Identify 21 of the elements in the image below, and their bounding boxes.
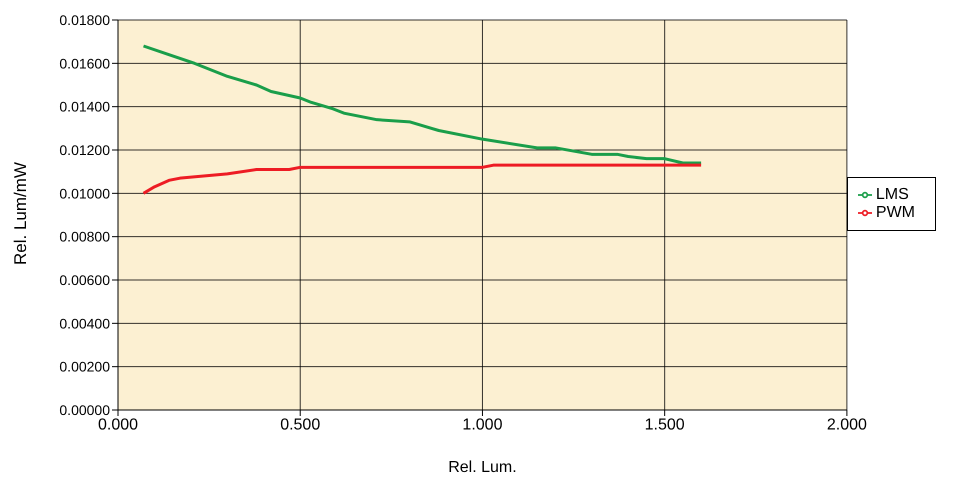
y-tick-label: 0.00200 bbox=[59, 358, 110, 375]
legend-label: LMS bbox=[876, 186, 909, 203]
y-tick-label: 0.01800 bbox=[59, 12, 110, 28]
y-tick-label: 0.00000 bbox=[59, 402, 110, 418]
y-tick-label: 0.00800 bbox=[59, 228, 110, 245]
y-tick-label: 0.01000 bbox=[59, 185, 110, 202]
y-tick-label: 0.01200 bbox=[59, 142, 110, 158]
x-tick-label: 1.000 bbox=[462, 416, 503, 434]
y-tick-label: 0.01600 bbox=[59, 55, 110, 72]
x-tick-label: 1.500 bbox=[644, 416, 685, 434]
x-tick-label: 2.000 bbox=[826, 416, 868, 434]
line-series bbox=[142, 164, 703, 195]
y-tick-label: 0.00600 bbox=[59, 272, 110, 288]
x-axis-title: Rel. Lum. bbox=[448, 459, 517, 476]
y-axis-title: Rel. Lum/mW bbox=[11, 162, 30, 265]
y-tick-label: 0.01400 bbox=[59, 98, 110, 115]
legend-label: PWM bbox=[876, 204, 915, 221]
x-tick-label: 0.000 bbox=[98, 416, 138, 434]
line-series bbox=[142, 44, 703, 164]
x-tick-label: 0.500 bbox=[280, 416, 320, 434]
y-tick-label: 0.00400 bbox=[59, 315, 110, 332]
